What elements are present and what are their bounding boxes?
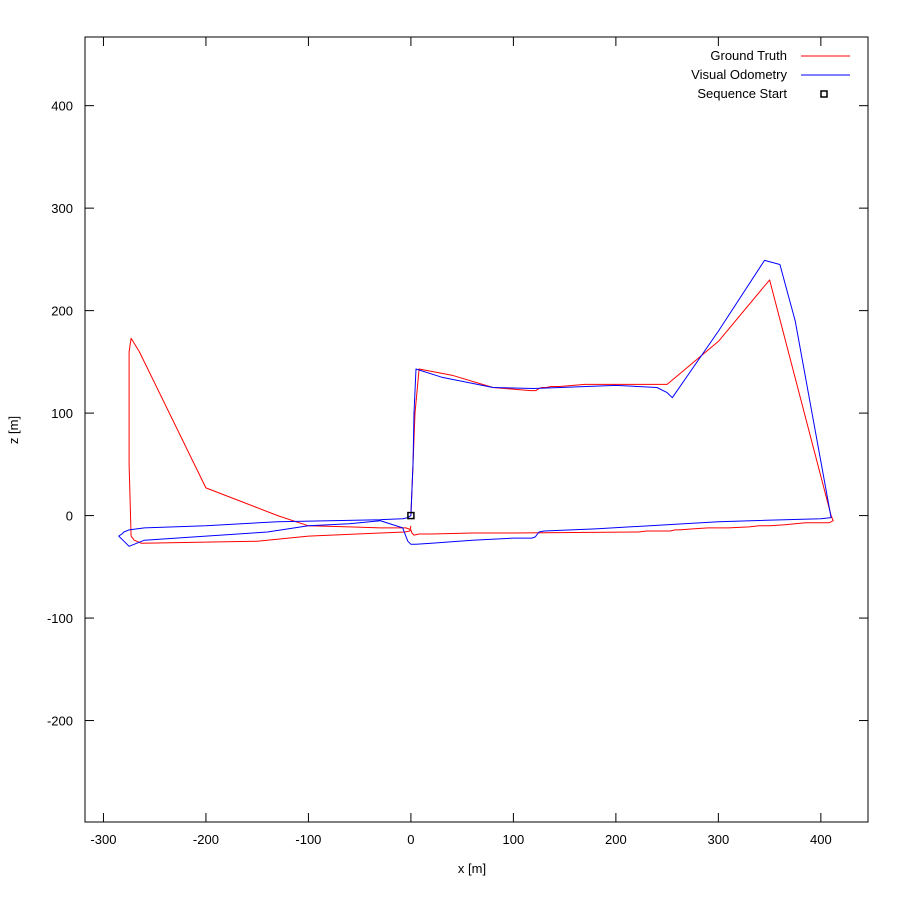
y-tick-label: 400 xyxy=(51,99,73,114)
x-tick-label: -300 xyxy=(90,832,116,847)
y-tick-label: 0 xyxy=(66,509,73,524)
x-tick-label: -200 xyxy=(193,832,219,847)
x-tick-label: 0 xyxy=(407,832,414,847)
series-line-visual-odometry xyxy=(118,259,832,547)
legend-label-ground-truth: Ground Truth xyxy=(710,48,787,63)
x-tick-label: 100 xyxy=(503,832,525,847)
y-tick-label: 200 xyxy=(51,304,73,319)
y-tick-label: -200 xyxy=(47,714,73,729)
legend: Ground Truth Visual Odometry Sequence St… xyxy=(691,48,850,101)
y-tick-label: 100 xyxy=(51,406,73,421)
series-line-ground-truth xyxy=(128,279,834,544)
y-tick-label: 300 xyxy=(51,201,73,216)
x-axis-label: x [m] xyxy=(458,861,486,876)
legend-label-sequence-start: Sequence Start xyxy=(697,86,787,101)
legend-label-visual-odometry: Visual Odometry xyxy=(691,67,787,82)
x-tick-label: 400 xyxy=(810,832,832,847)
series-marker-sequence-start xyxy=(407,511,415,520)
plot-series xyxy=(118,259,834,547)
x-tick-label: 300 xyxy=(708,832,730,847)
x-axis-ticks: -300 -200 -100 0 100 200 300 400 xyxy=(90,37,832,847)
x-tick-label: 200 xyxy=(605,832,627,847)
y-tick-label: -100 xyxy=(47,611,73,626)
x-tick-label: -100 xyxy=(295,832,321,847)
y-axis-ticks: -200 -100 0 100 200 300 400 xyxy=(47,99,868,729)
y-axis-label: z [m] xyxy=(6,416,21,444)
legend-marker-sequence-start xyxy=(820,90,828,98)
plot-frame xyxy=(84,36,869,823)
